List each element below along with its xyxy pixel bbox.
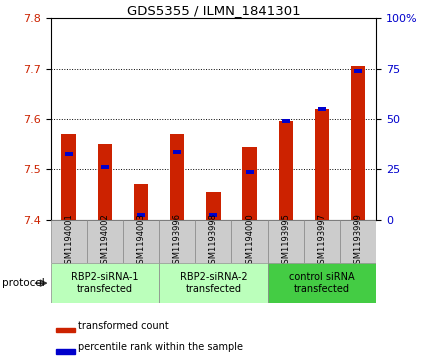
Text: GSM1193996: GSM1193996 bbox=[173, 213, 182, 269]
Text: GSM1193998: GSM1193998 bbox=[209, 213, 218, 269]
Bar bbox=[318, 107, 326, 111]
Text: control siRNA
transfected: control siRNA transfected bbox=[289, 272, 355, 294]
Title: GDS5355 / ILMN_1841301: GDS5355 / ILMN_1841301 bbox=[127, 4, 300, 17]
Bar bbox=[354, 69, 362, 73]
Bar bbox=[134, 184, 148, 220]
Bar bbox=[55, 328, 75, 333]
Text: transformed count: transformed count bbox=[78, 321, 169, 331]
Bar bbox=[170, 134, 184, 220]
Text: GSM1194001: GSM1194001 bbox=[64, 213, 73, 269]
Bar bbox=[62, 134, 76, 220]
FancyBboxPatch shape bbox=[340, 220, 376, 263]
FancyBboxPatch shape bbox=[87, 220, 123, 263]
FancyBboxPatch shape bbox=[304, 220, 340, 263]
Bar bbox=[206, 192, 220, 220]
Bar bbox=[173, 150, 181, 154]
Text: protocol: protocol bbox=[2, 278, 45, 288]
Text: GSM1193997: GSM1193997 bbox=[317, 213, 326, 269]
Bar bbox=[101, 165, 109, 169]
Bar bbox=[282, 119, 290, 123]
Bar bbox=[55, 350, 75, 354]
FancyBboxPatch shape bbox=[51, 263, 159, 303]
Text: GSM1193995: GSM1193995 bbox=[281, 213, 290, 269]
Bar bbox=[246, 170, 253, 174]
FancyBboxPatch shape bbox=[268, 263, 376, 303]
Text: RBP2-siRNA-1
transfected: RBP2-siRNA-1 transfected bbox=[71, 272, 139, 294]
Text: GSM1194003: GSM1194003 bbox=[136, 213, 146, 269]
Text: GSM1194000: GSM1194000 bbox=[245, 213, 254, 269]
Bar bbox=[98, 144, 112, 220]
Bar bbox=[209, 213, 217, 217]
Bar bbox=[351, 66, 365, 220]
FancyBboxPatch shape bbox=[159, 220, 195, 263]
FancyBboxPatch shape bbox=[51, 220, 87, 263]
FancyBboxPatch shape bbox=[231, 220, 268, 263]
FancyBboxPatch shape bbox=[123, 220, 159, 263]
Text: GSM1194002: GSM1194002 bbox=[100, 213, 110, 269]
Bar bbox=[315, 109, 329, 220]
FancyBboxPatch shape bbox=[195, 220, 231, 263]
Text: GSM1193999: GSM1193999 bbox=[354, 213, 363, 269]
Text: percentile rank within the sample: percentile rank within the sample bbox=[78, 342, 243, 352]
Bar bbox=[65, 152, 73, 156]
Text: RBP2-siRNA-2
transfected: RBP2-siRNA-2 transfected bbox=[180, 272, 247, 294]
Bar bbox=[279, 121, 293, 220]
FancyBboxPatch shape bbox=[159, 263, 268, 303]
FancyBboxPatch shape bbox=[268, 220, 304, 263]
Bar bbox=[137, 213, 145, 217]
Bar bbox=[242, 147, 257, 220]
